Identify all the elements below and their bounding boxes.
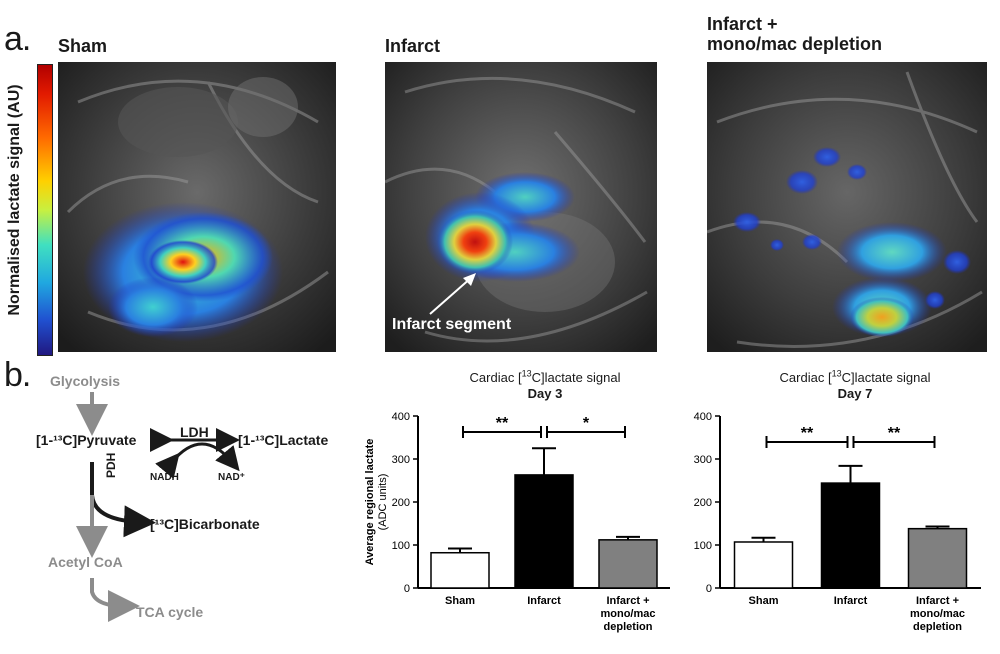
y-tick-label: 0 bbox=[404, 583, 410, 595]
infarct-segment-arrow bbox=[429, 273, 476, 315]
significance-label: ** bbox=[801, 425, 814, 442]
bar bbox=[598, 539, 658, 589]
chart-title-text-day3: Cardiac [13C]lactate signal bbox=[469, 369, 621, 386]
nad-label: NAD⁺ bbox=[218, 472, 245, 483]
chart-subtitle-day3: Day 3 bbox=[527, 386, 563, 402]
y-tick-label: 100 bbox=[694, 540, 712, 552]
colorbar bbox=[37, 64, 53, 356]
x-tick-label: Infarct bbox=[527, 595, 561, 607]
nadh-label: NADH bbox=[150, 472, 179, 483]
image-title-infarct: Infarct bbox=[385, 36, 441, 56]
mri-image-depletion bbox=[707, 62, 987, 352]
colorbar-label: Normalised lactate signal (AU) bbox=[6, 84, 23, 316]
x-tick-label: Infarct + bbox=[916, 595, 959, 607]
y-tick-label: 300 bbox=[694, 454, 712, 466]
y-tick-label: 200 bbox=[694, 497, 712, 509]
significance-label: ** bbox=[888, 425, 901, 442]
y-axis-label: Average regional lactate bbox=[364, 439, 376, 566]
bar bbox=[820, 482, 881, 589]
chart-title-day3: Cardiac [13C]lactate signal Day 3 bbox=[420, 366, 670, 402]
y-tick-label: 0 bbox=[706, 583, 712, 595]
chart-title-day7: Cardiac [13C]lactate signal Day 7 bbox=[730, 366, 980, 402]
infarct-segment-label: Infarct segment bbox=[392, 316, 512, 333]
bicarbonate-label: [¹³C]Bicarbonate bbox=[150, 516, 260, 532]
ldh-label: LDH bbox=[180, 424, 209, 440]
bar bbox=[430, 551, 490, 589]
y-axis-label-units: (ADC units) bbox=[377, 474, 389, 531]
y-tick-label: 300 bbox=[392, 454, 410, 466]
bar-chart-day3: 0 100 200 300 400 Average regional lactate (AD… bbox=[364, 411, 670, 633]
panel-letter-a: a. bbox=[4, 20, 31, 58]
acetyl-coa-label: Acetyl CoA bbox=[48, 554, 123, 570]
bar bbox=[733, 541, 794, 589]
image-title-depletion: Infarct + mono/mac depletion bbox=[707, 14, 883, 54]
bar bbox=[514, 474, 574, 589]
pathway-arrows bbox=[76, 392, 240, 622]
significance-label: ** bbox=[496, 415, 509, 432]
pdh-label: PDH bbox=[104, 452, 118, 478]
y-tick-label: 400 bbox=[694, 411, 712, 423]
significance-label: * bbox=[583, 415, 590, 432]
x-tick-label: Sham bbox=[445, 595, 475, 607]
y-tick-label: 400 bbox=[392, 411, 410, 423]
pyruvate-label: [1-¹³C]Pyruvate bbox=[36, 432, 137, 448]
x-tick-label: mono/mac bbox=[600, 608, 655, 620]
lactate-label: [1-¹³C]Lactate bbox=[238, 432, 329, 448]
y-tick-label: 200 bbox=[392, 497, 410, 509]
bar bbox=[907, 527, 968, 589]
bar-chart-day7: 0 100 200 300 400 Sham Infarct Infarct +mono/ma… bbox=[694, 411, 981, 633]
x-tick-label: Infarct + bbox=[606, 595, 649, 607]
tca-cycle-label: TCA cycle bbox=[136, 604, 204, 620]
mri-image-infarct bbox=[385, 62, 657, 352]
chart-subtitle-day7: Day 7 bbox=[837, 386, 873, 402]
mri-image-sham bbox=[58, 62, 336, 352]
x-tick-label: Infarct bbox=[834, 595, 868, 607]
panel-letter-b: b. bbox=[4, 356, 31, 394]
x-tick-label: depletion bbox=[913, 621, 962, 633]
y-tick-label: 100 bbox=[392, 540, 410, 552]
chart-title-text-day7: Cardiac [13C]lactate signal bbox=[779, 369, 931, 386]
image-title-sham: Sham bbox=[58, 36, 108, 56]
glycolysis-label: Glycolysis bbox=[50, 373, 121, 389]
x-tick-label: depletion bbox=[604, 621, 653, 633]
x-tick-label: Sham bbox=[749, 595, 779, 607]
x-tick-label: mono/mac bbox=[910, 608, 965, 620]
